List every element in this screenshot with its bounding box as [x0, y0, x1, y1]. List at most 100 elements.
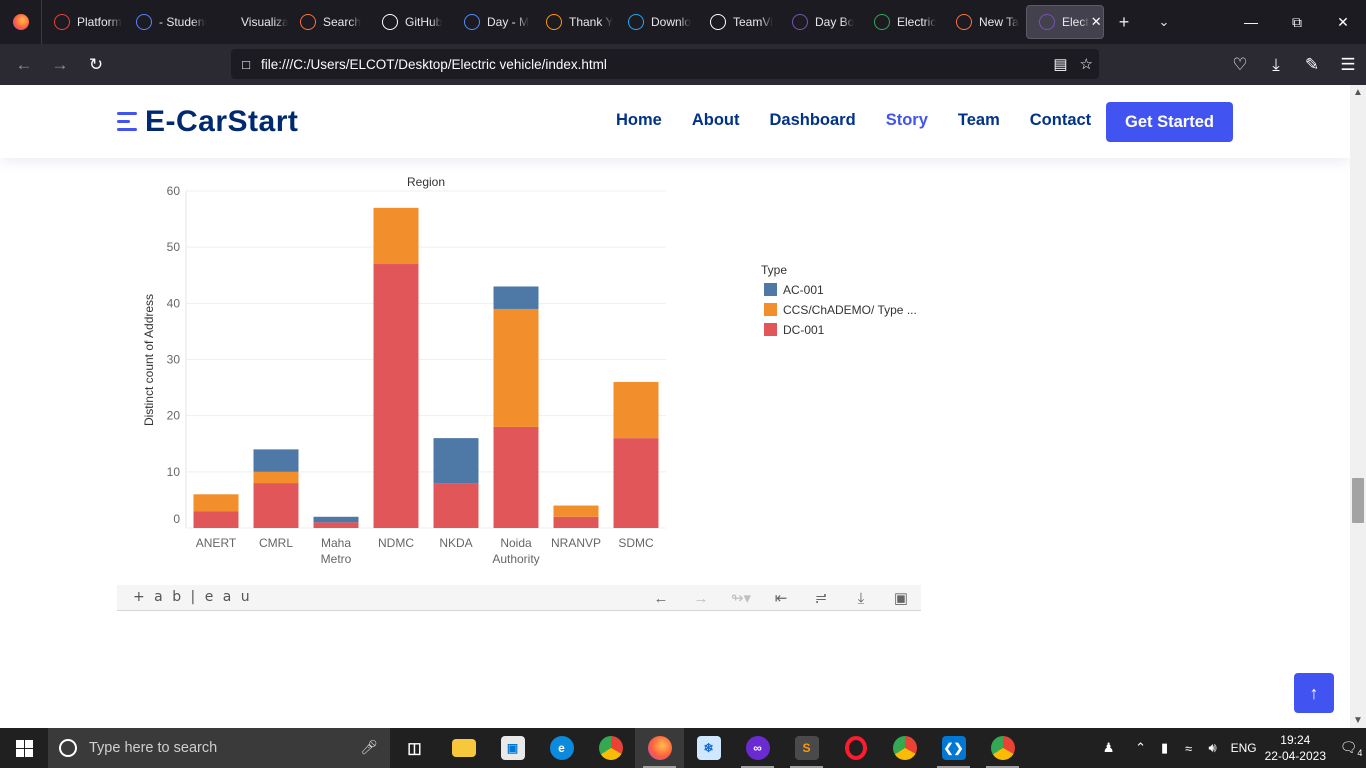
tableau-logo[interactable]: + a b | e a u	[133, 589, 253, 605]
chrome-button[interactable]	[586, 728, 635, 768]
site-header: E-CarStart Home About Dashboard Story Team Co…	[0, 85, 1350, 158]
taskbar-search[interactable]: Type here to search 🎤︎	[48, 728, 390, 768]
menu-icon[interactable]: ☰	[1340, 54, 1356, 74]
url-bar[interactable]: □ file:///C:/Users/ELCOT/Desktop/Electri…	[231, 49, 1099, 79]
browser-tab[interactable]: Day - M	[452, 0, 534, 44]
notifications-icon[interactable]: 🗨︎4	[1339, 738, 1363, 758]
edge-button[interactable]: e	[537, 728, 586, 768]
x-tick-label: NKDA	[439, 536, 472, 550]
url-text[interactable]: file:///C:/Users/ELCOT/Desktop/Electric …	[261, 56, 607, 72]
browser-tab[interactable]: - Student	[124, 0, 206, 44]
nav-about[interactable]: About	[691, 111, 740, 129]
browser-tab[interactable]: Thank Y	[534, 0, 616, 44]
task-view-button[interactable]: ◫	[390, 728, 439, 768]
close-window-button[interactable]: ✕	[1337, 13, 1349, 30]
vscode-button[interactable]: ❮❯	[929, 728, 978, 768]
mask-icon: ∞	[745, 736, 770, 760]
start-button[interactable]	[0, 728, 48, 768]
taskbar-clock[interactable]: 19:24 22-04-2023	[1265, 732, 1326, 764]
wifi-icon[interactable]: ≈	[1185, 740, 1193, 756]
taskbar-date: 22-04-2023	[1264, 749, 1326, 763]
pocket-icon[interactable]: ♡	[1232, 54, 1248, 74]
bootstrap-icon	[792, 14, 808, 30]
nav-team[interactable]: Team	[957, 111, 1000, 129]
people-icon[interactable]: ♟	[1102, 740, 1115, 755]
undo-icon[interactable]: ←	[653, 589, 669, 607]
show-hidden-icons-icon[interactable]: ⌃	[1135, 740, 1147, 755]
search-dots-icon	[300, 14, 316, 30]
revert-icon[interactable]: ↬▾	[730, 590, 752, 607]
nav-contact[interactable]: Contact	[1029, 111, 1092, 129]
nav-dashboard[interactable]: Dashboard	[769, 111, 856, 129]
store-button[interactable]: ▣	[488, 728, 537, 768]
page-scrollbar[interactable]: ▲ ▼	[1350, 85, 1366, 728]
scrollbar-thumb[interactable]	[1352, 478, 1364, 523]
browser-tab-label: Platform	[77, 15, 122, 29]
nav-story[interactable]: Story	[885, 111, 928, 129]
web-page: E-CarStart Home About Dashboard Story Team Co…	[0, 85, 1350, 728]
browser-tab[interactable]: Elect ✕	[1026, 5, 1104, 39]
reset-icon[interactable]: ⇤	[774, 590, 788, 607]
browser-tab[interactable]: Search	[288, 0, 370, 44]
reload-button[interactable]: ↻	[88, 54, 104, 74]
opera-button[interactable]	[831, 728, 880, 768]
microphone-icon[interactable]: 🎤︎	[360, 739, 378, 755]
snipping-tool-button[interactable]: ❄	[684, 728, 733, 768]
minimize-button[interactable]: —	[1244, 14, 1258, 30]
site-logo[interactable]: E-CarStart	[117, 105, 298, 139]
get-started-button[interactable]: Get Started	[1106, 102, 1233, 142]
volume-icon[interactable]: 🔊︎	[1208, 740, 1217, 755]
fullscreen-icon[interactable]: ▣	[893, 590, 909, 607]
browser-tab[interactable]: Downlo	[616, 0, 698, 44]
language-indicator[interactable]: ENG	[1230, 741, 1257, 755]
close-tab-icon[interactable]: ✕	[1090, 14, 1102, 29]
nav-home[interactable]: Home	[616, 111, 662, 129]
firefox-taskbar-button[interactable]	[635, 728, 684, 768]
bookmark-star-icon[interactable]: ☆	[1079, 56, 1093, 73]
restore-button[interactable]: ⧉	[1292, 13, 1302, 30]
download-icon[interactable]: ⤓	[857, 589, 865, 607]
share-icon[interactable]: ≓	[814, 590, 828, 607]
edge-icon: e	[549, 736, 574, 760]
chrome-3-button[interactable]	[978, 728, 1027, 768]
file-explorer-button[interactable]	[439, 728, 488, 768]
browser-tab[interactable]: Visualization	[206, 0, 288, 44]
browser-tab-label: GitHub	[405, 15, 443, 29]
firefox-icon	[12, 14, 29, 30]
battery-icon[interactable]: ▮	[1161, 740, 1169, 755]
browser-tab[interactable]: New Ta	[944, 0, 1026, 44]
browser-tab[interactable]: GitHub	[370, 0, 452, 44]
browser-tab[interactable]: Electric	[862, 0, 944, 44]
sublime-icon	[546, 14, 562, 30]
vpn-app-button[interactable]: ∞	[733, 728, 782, 768]
firefox-view-button[interactable]	[0, 0, 42, 44]
scroll-down-arrow-icon[interactable]: ▼	[1353, 715, 1363, 726]
sublime-text-icon: S	[794, 736, 819, 760]
new-tab-button[interactable]: +	[1118, 11, 1130, 32]
back-to-top-button[interactable]: ↑	[1294, 673, 1334, 713]
extensions-icon[interactable]: ✎	[1304, 54, 1320, 74]
windows-logo-icon	[15, 739, 33, 757]
browser-tab-label: Search	[323, 15, 362, 29]
browser-tab-label: Thank Y	[569, 15, 614, 29]
redo-icon[interactable]: →	[693, 589, 709, 607]
browser-tab-label: Visualization	[241, 15, 288, 29]
bar-segment	[433, 483, 479, 528]
snowflake-icon: ❄	[696, 736, 721, 760]
list-all-tabs-button[interactable]: ⌄	[1158, 14, 1170, 29]
chrome-icon	[990, 736, 1015, 760]
firefox-taskbar-icon	[647, 736, 672, 760]
main-menu: Home About Dashboard Story Team Contact	[616, 111, 1121, 130]
scroll-up-arrow-icon[interactable]: ▲	[1353, 87, 1363, 98]
flow-icon	[464, 14, 480, 30]
browser-tab[interactable]: Day Bo	[780, 0, 862, 44]
browser-tab-label: - Student	[159, 15, 206, 29]
chrome-2-button[interactable]	[880, 728, 929, 768]
forward-button[interactable]: →	[51, 54, 69, 74]
back-button[interactable]: ←	[15, 54, 33, 74]
browser-tab[interactable]: TeamVi	[698, 0, 780, 44]
downloads-icon[interactable]: ⤓	[1272, 54, 1280, 74]
browser-tab[interactable]: Platform	[42, 0, 124, 44]
sublime-button[interactable]: S	[782, 728, 831, 768]
reader-view-icon[interactable]: ▤	[1053, 56, 1068, 73]
